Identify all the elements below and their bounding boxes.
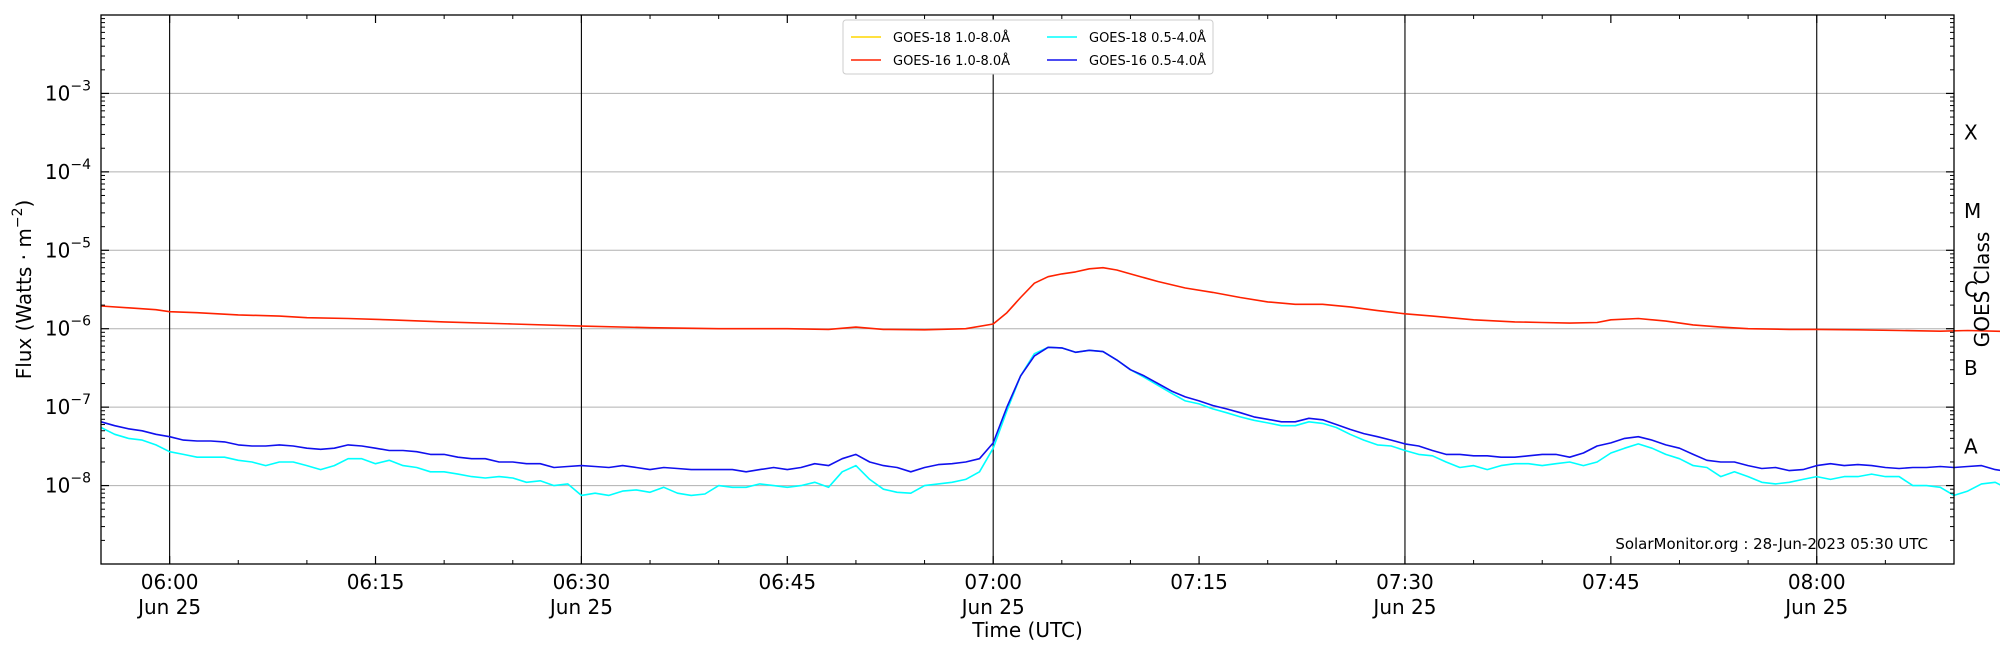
series-line	[100, 266, 2000, 333]
y-tick-label: 10−7	[45, 392, 91, 419]
x-tick-label: 07:00	[964, 570, 1022, 594]
half-hour-lines	[169, 15, 1818, 564]
goes-class-label: M	[1964, 199, 1981, 223]
x-tick-date-label: Jun 25	[136, 595, 201, 619]
goes-class-label: B	[1964, 356, 1978, 380]
legend: GOES-18 1.0-8.0Å GOES-16 1.0-8.0Å GOES-18 …	[842, 19, 1214, 75]
legend-entry: GOES-16 1.0-8.0Å	[893, 53, 1010, 69]
x-tick-date-label: Jun 25	[960, 595, 1025, 619]
y-tick-label: 10−4	[45, 157, 91, 184]
goes-class-labels: A B C M X	[1964, 121, 1981, 459]
credit-text: SolarMonitor.org : 28-Jun-2023 05:30 UTC	[1615, 535, 1928, 553]
x-tick-label: 06:15	[347, 570, 405, 594]
goes-class-label: A	[1964, 434, 1978, 458]
y-axis-ticks: 10−8 10−7 10−6 10−5 10−4 10−3	[45, 18, 1954, 541]
right-axis-title: GOES Class	[1970, 232, 1994, 348]
x-tick-date-label: Jun 25	[1783, 595, 1848, 619]
y-tick-label: 10−8	[45, 471, 91, 498]
x-tick-date-label: Jun 25	[548, 595, 613, 619]
x-tick-date-label: Jun 25	[1371, 595, 1436, 619]
y-tick-label: 10−3	[45, 78, 91, 105]
x-tick-label: 07:45	[1582, 570, 1640, 594]
series-line	[100, 346, 2000, 473]
legend-box	[842, 19, 1214, 75]
y-tick-label: 10−6	[45, 314, 91, 341]
plot-area	[100, 266, 2000, 497]
y-tick-label: 10−5	[45, 235, 91, 262]
legend-entry: GOES-18 0.5-4.0Å	[1089, 30, 1206, 46]
legend-entry: GOES-16 0.5-4.0Å	[1089, 53, 1206, 69]
series-layer	[100, 266, 2000, 497]
goes-class-label: C	[1964, 278, 1978, 302]
x-tick-label: 06:30	[553, 570, 611, 594]
goes-class-label: X	[1964, 121, 1978, 145]
x-tick-label: 06:45	[758, 570, 816, 594]
plot-frame	[100, 14, 1955, 565]
x-tick-label: 07:30	[1376, 570, 1434, 594]
y-axis-title: Flux (Watts · m−2)	[10, 200, 36, 380]
grid-lines	[101, 92, 1954, 487]
x-tick-label: 07:15	[1170, 570, 1228, 594]
x-axis-title: Time (UTC)	[971, 618, 1083, 642]
legend-entry: GOES-18 1.0-8.0Å	[893, 30, 1010, 46]
x-tick-label: 08:00	[1788, 570, 1846, 594]
x-tick-label: 06:00	[141, 570, 199, 594]
